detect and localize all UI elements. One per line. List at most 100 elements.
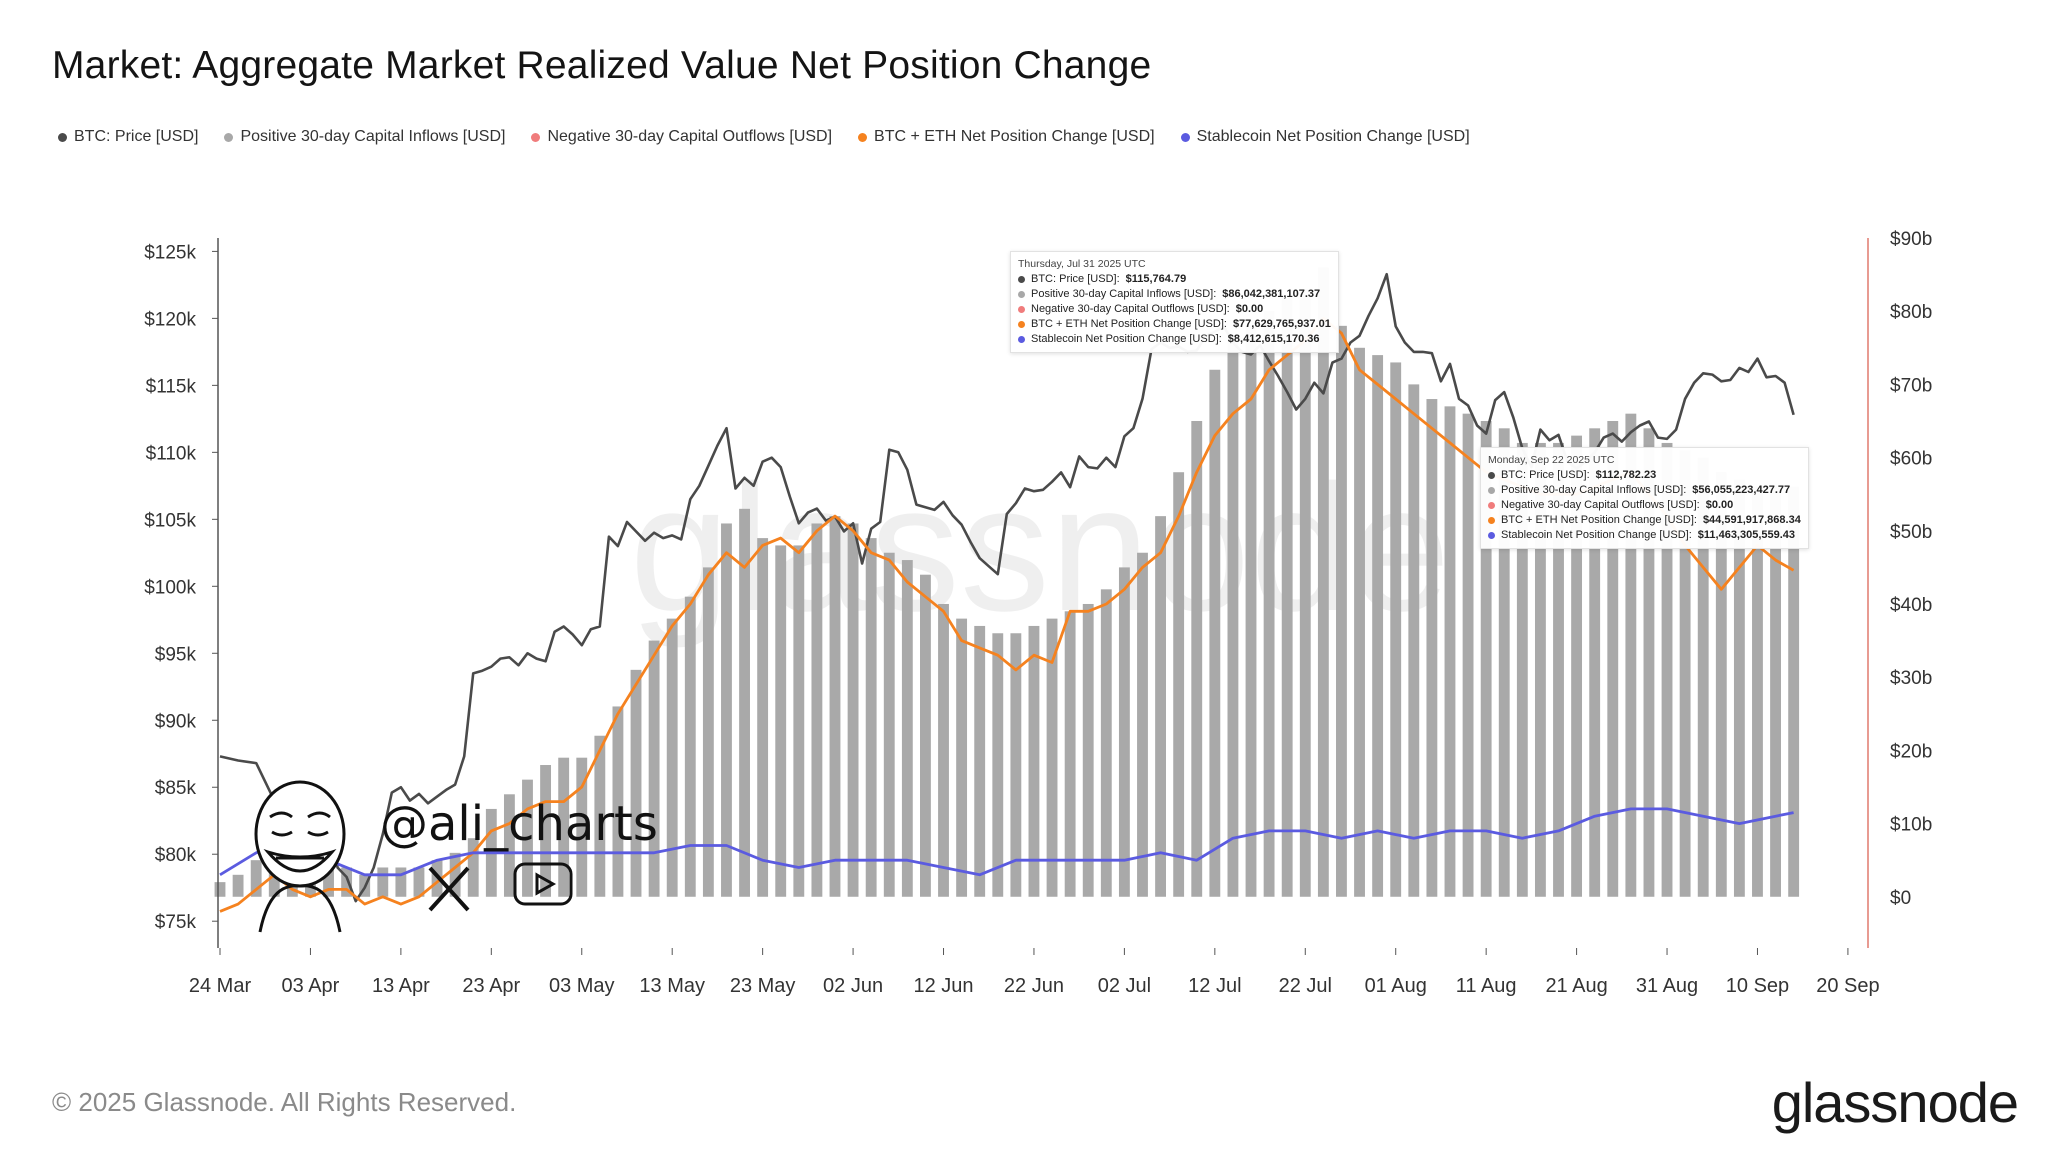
inflow-bar bbox=[1046, 618, 1058, 897]
legend-dot-negative-outflows bbox=[531, 132, 541, 142]
inflow-bar bbox=[1444, 406, 1456, 897]
tooltip-label: Positive 30-day Capital Inflows [USD]: bbox=[1501, 484, 1687, 496]
tooltip-value: $112,782.23 bbox=[1595, 469, 1657, 481]
tooltip-value: $44,591,917,868.34 bbox=[1702, 514, 1801, 526]
inflow-bar bbox=[829, 516, 841, 897]
right-tick-label: $30b bbox=[1890, 668, 1932, 689]
inflow-bar bbox=[540, 765, 552, 897]
x-logo-icon bbox=[428, 866, 470, 912]
legend-item-stablecoin-net[interactable]: Stablecoin Net Position Change [USD] bbox=[1180, 128, 1470, 146]
legend-item-negative-outflows[interactable]: Negative 30-day Capital Outflows [USD] bbox=[531, 128, 832, 146]
inflow-bar bbox=[1571, 435, 1583, 897]
inflow-bar bbox=[1082, 603, 1094, 897]
inflow-bar bbox=[1263, 311, 1275, 897]
inflow-bar bbox=[1589, 428, 1601, 897]
right-tick-label: $40b bbox=[1890, 595, 1932, 616]
inflow-bar bbox=[1498, 428, 1510, 897]
right-tick-label: $50b bbox=[1890, 522, 1932, 543]
tooltip-label: BTC + ETH Net Position Change [USD]: bbox=[1501, 514, 1697, 526]
tooltip-label: Negative 30-day Capital Outflows [USD]: bbox=[1501, 499, 1700, 511]
inflow-bar bbox=[974, 625, 986, 897]
tooltip-row: Positive 30-day Capital Inflows [USD]: $5… bbox=[1488, 483, 1801, 498]
inflow-bar bbox=[1643, 428, 1655, 897]
inflow-bar bbox=[1209, 369, 1221, 897]
inflow-bar bbox=[1173, 472, 1185, 897]
inflow-bar bbox=[1390, 362, 1402, 897]
tooltip-label: BTC: Price [USD]: bbox=[1501, 469, 1590, 481]
legend-item-btc-price[interactable]: BTC: Price [USD] bbox=[58, 128, 198, 146]
x-tick-label: 02 Jul bbox=[1098, 975, 1151, 997]
chart-legend: BTC: Price [USD] Positive 30-day Capital… bbox=[58, 128, 1470, 146]
right-tick-label: $60b bbox=[1890, 449, 1932, 470]
cartoon-face-icon bbox=[254, 780, 346, 933]
legend-item-btc-eth-net[interactable]: BTC + ETH Net Position Change [USD] bbox=[858, 128, 1155, 146]
left-tick-label: $75k bbox=[155, 912, 197, 933]
brand-logo: glassnode bbox=[1771, 1071, 2019, 1134]
tooltip-label: Negative 30-day Capital Outflows [USD]: bbox=[1031, 303, 1230, 315]
btc-price-line bbox=[219, 272, 1795, 903]
inflow-bar bbox=[684, 596, 696, 897]
inflow-bar bbox=[1028, 625, 1040, 897]
x-tick-label: 22 Jun bbox=[1004, 975, 1064, 997]
tooltip-value: $56,055,223,427.77 bbox=[1692, 484, 1791, 496]
tooltip-label: BTC: Price [USD]: bbox=[1031, 273, 1120, 285]
inflow-bar bbox=[1715, 472, 1727, 897]
x-tick-label: 13 Apr bbox=[372, 975, 430, 997]
inflow-bar bbox=[1064, 611, 1076, 897]
inflow-bar bbox=[1553, 442, 1564, 897]
inflow-bar bbox=[1227, 340, 1239, 897]
inflow-bar bbox=[775, 545, 787, 897]
inflow-bar bbox=[1426, 399, 1438, 897]
right-tick-label: $0 bbox=[1890, 888, 1911, 909]
legend-label-stablecoin-net: Stablecoin Net Position Change [USD] bbox=[1196, 128, 1470, 145]
inflow-bar bbox=[992, 633, 1004, 897]
inflow-bar bbox=[1534, 442, 1546, 897]
x-tick-label: 12 Jul bbox=[1188, 975, 1241, 997]
x-tick-label: 23 May bbox=[730, 975, 796, 997]
tooltip-row: Negative 30-day Capital Outflows [USD]: $… bbox=[1018, 302, 1331, 317]
tooltip-value: $115,764.79 bbox=[1125, 273, 1187, 285]
legend-dot-btc-eth-net bbox=[858, 132, 868, 142]
avatar-watermark bbox=[254, 780, 573, 933]
inflow-bar bbox=[702, 567, 714, 897]
inflow-bar bbox=[666, 618, 678, 897]
inflow-bar bbox=[413, 867, 425, 897]
inflow-bar bbox=[1516, 442, 1528, 897]
tooltip-label: BTC + ETH Net Position Change [USD]: bbox=[1031, 318, 1227, 330]
legend-item-positive-inflows[interactable]: Positive 30-day Capital Inflows [USD] bbox=[224, 128, 505, 146]
left-tick-label: $85k bbox=[155, 778, 197, 799]
inflow-bar bbox=[1788, 486, 1800, 897]
left-tick-label: $105k bbox=[144, 510, 196, 531]
tooltip-row: BTC + ETH Net Position Change [USD]: $44,… bbox=[1488, 513, 1801, 528]
inflow-bar bbox=[811, 523, 823, 897]
left-tick-label: $115k bbox=[146, 376, 197, 397]
tooltip-row: BTC + ETH Net Position Change [USD]: $77,… bbox=[1018, 317, 1331, 332]
x-tick-label: 20 Sep bbox=[1816, 975, 1879, 997]
inflow-bar bbox=[1625, 413, 1637, 897]
inflow-bar bbox=[395, 867, 407, 897]
stablecoin-net-line bbox=[219, 807, 1794, 877]
inflow-bar bbox=[522, 779, 533, 897]
left-tick-label: $120k bbox=[144, 309, 196, 330]
tooltip-jul-31: Thursday, Jul 31 2025 UTC BTC: Price [US… bbox=[1010, 251, 1339, 353]
legend-dot-btc-price bbox=[58, 132, 67, 142]
tooltip-row: BTC: Price [USD]: $115,764.79 bbox=[1018, 272, 1331, 287]
x-tick-label: 12 Jun bbox=[913, 975, 973, 997]
inflow-bar bbox=[558, 757, 570, 897]
inflow-bar bbox=[648, 640, 660, 897]
tooltip-value: $0.00 bbox=[1235, 303, 1264, 315]
inflow-bar bbox=[1317, 267, 1329, 897]
inflow-bar bbox=[901, 560, 913, 897]
x-tick-label: 24 Mar bbox=[189, 975, 252, 997]
axes: $75k $80k $85k $90k $95k $100k $105k $110k $115k… bbox=[144, 229, 1932, 997]
inflow-bar bbox=[467, 838, 479, 897]
inflow-bar bbox=[1299, 289, 1311, 897]
inflow-bar bbox=[1281, 296, 1293, 897]
inflow-bar bbox=[1100, 589, 1112, 897]
x-tick-label: 10 Sep bbox=[1726, 975, 1789, 997]
inflow-bar bbox=[739, 508, 750, 897]
inflow-bar bbox=[956, 618, 968, 897]
inflow-bar bbox=[865, 538, 877, 897]
inflow-bar bbox=[503, 794, 515, 897]
